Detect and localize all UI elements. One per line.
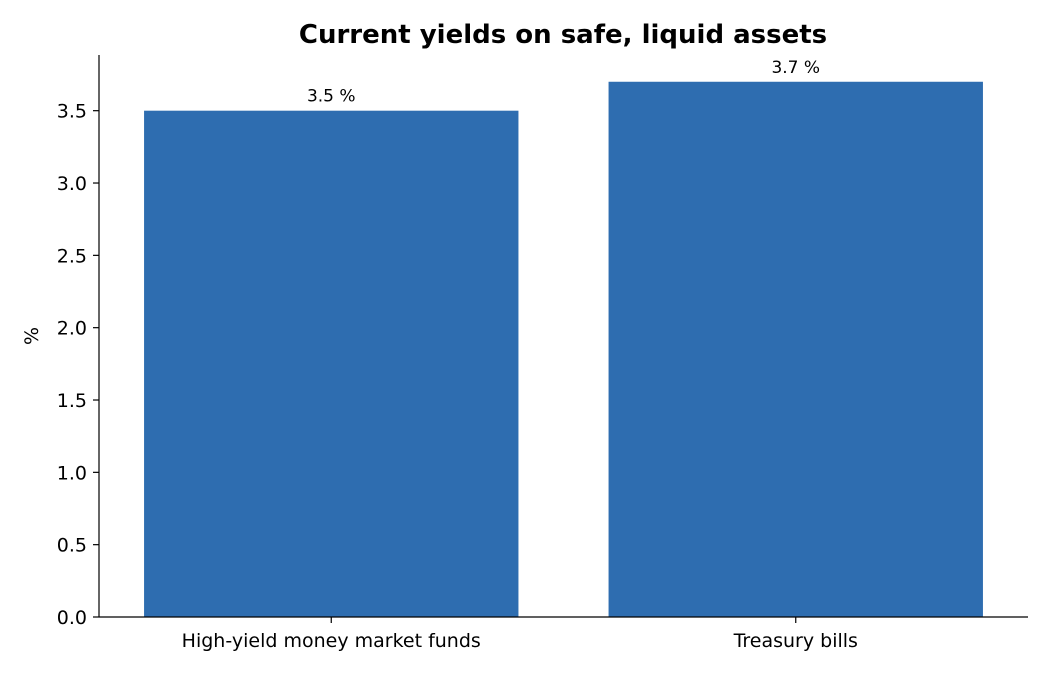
y-tick-label: 3.5	[57, 101, 87, 123]
bar	[608, 81, 983, 617]
x-tick-label: Treasury bills	[733, 630, 858, 652]
y-tick-label: 2.0	[57, 318, 87, 340]
plot-area: 3.5 % High-yield money market funds 3.7 % T…	[57, 55, 1028, 652]
chart-title: Current yields on safe, liquid assets	[299, 20, 827, 50]
y-tick-label: 2.5	[57, 245, 87, 267]
y-tick-label: 1.5	[57, 390, 87, 412]
y-tick-label: 0.0	[57, 607, 87, 629]
bar	[144, 110, 519, 617]
y-tick-label: 3.0	[57, 173, 87, 195]
data-label: 3.5 %	[307, 87, 356, 107]
y-axis-label: %	[21, 327, 43, 345]
data-label: 3.7 %	[771, 58, 820, 78]
y-tick-label: 1.0	[57, 462, 87, 484]
y-tick-label: 0.5	[57, 535, 87, 557]
x-tick-label: High-yield money market funds	[182, 630, 481, 652]
